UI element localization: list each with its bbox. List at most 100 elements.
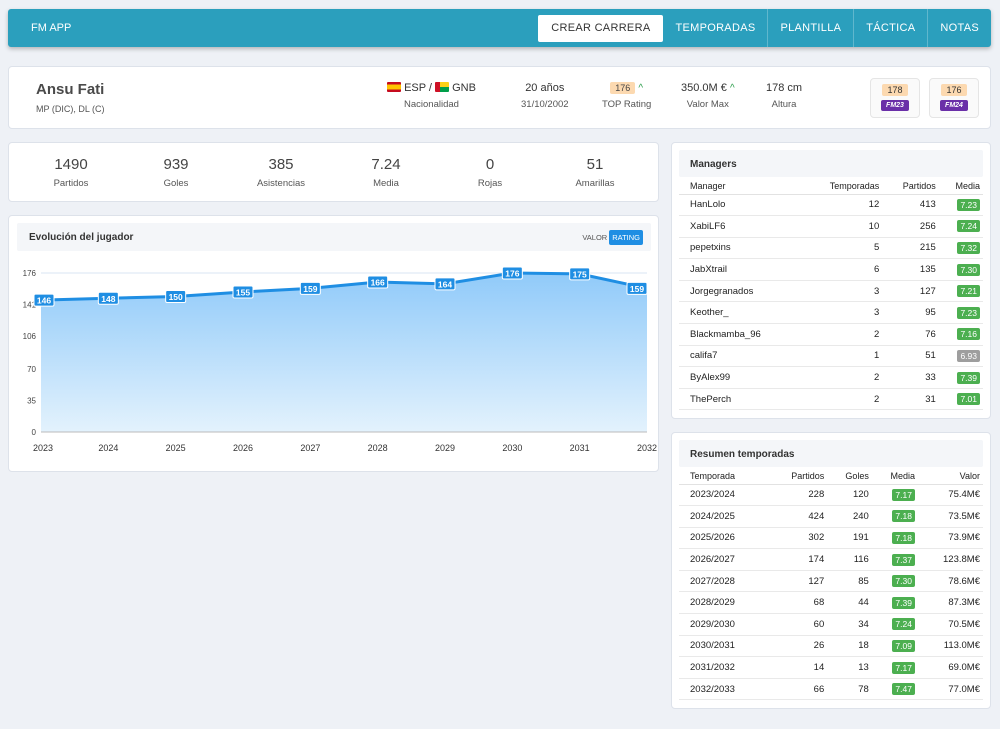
table-row[interactable]: 2029/2030 60 34 7.24 70.5M€ <box>679 613 983 636</box>
stat-value: 939 <box>163 156 189 173</box>
table-row[interactable]: Blackmamba_96 2 76 7.16 <box>679 323 983 346</box>
table-row[interactable]: ThePerch 2 31 7.01 <box>679 388 983 411</box>
col-valor[interactable]: Valor <box>917 468 983 485</box>
table-row[interactable]: 2025/2026 302 191 7.18 73.9M€ <box>679 527 983 550</box>
manager-matches: 413 <box>882 194 939 217</box>
table-row[interactable]: 2023/2024 228 120 7.17 75.4M€ <box>679 484 983 507</box>
x-tick-label: 2032 <box>637 443 657 453</box>
data-label-bg <box>33 293 55 307</box>
col-media[interactable]: Media <box>938 178 983 195</box>
data-label: 166 <box>371 278 385 288</box>
manager-name: Jorgegranados <box>679 280 802 303</box>
stat-label: Asistencias <box>256 178 306 189</box>
avg-badge: 7.32 <box>957 241 980 254</box>
player-name: Ansu Fati <box>36 81 105 98</box>
stat-amarillas: 51 Amarillas <box>545 156 645 189</box>
manager-avg-cell: 7.23 <box>938 194 983 217</box>
table-row[interactable]: 2030/2031 26 18 7.09 113.0M€ <box>679 635 983 658</box>
data-label-bg <box>434 277 456 291</box>
y-tick-label: 35 <box>27 396 36 405</box>
y-tick-label: 176 <box>23 269 37 278</box>
table-row[interactable]: pepetxins 5 215 7.32 <box>679 237 983 260</box>
toggle-rating[interactable]: RATING <box>609 230 643 245</box>
manager-matches: 215 <box>882 237 939 260</box>
manager-name: pepetxins <box>679 237 802 260</box>
manager-matches: 135 <box>882 258 939 281</box>
stat-value: 7.24 <box>371 156 401 173</box>
data-label: 164 <box>438 279 452 289</box>
season-matches: 174 <box>768 548 828 571</box>
nationality-label: Nacionalidad <box>404 99 459 110</box>
table-row[interactable]: Jorgegranados 3 127 7.21 <box>679 280 983 303</box>
avg-badge: 7.17 <box>892 661 915 674</box>
table-row[interactable]: 2032/2033 66 78 7.47 77.0M€ <box>679 678 983 701</box>
season-matches: 424 <box>768 505 828 528</box>
table-row[interactable]: califa7 1 51 6.93 <box>679 345 983 368</box>
x-tick-label: 2025 <box>166 443 186 453</box>
manager-name: Blackmamba_96 <box>679 323 802 346</box>
table-row[interactable]: 2028/2029 68 44 7.39 87.3M€ <box>679 591 983 615</box>
season-name: 2024/2025 <box>679 505 769 528</box>
nav-crear-carrera[interactable]: CREAR CARRERA <box>538 14 664 42</box>
manager-seasons: 3 <box>801 301 883 325</box>
season-avg-cell: 7.47 <box>871 678 918 701</box>
data-label-bg <box>569 267 591 281</box>
avg-badge: 7.17 <box>892 488 915 501</box>
table-row[interactable]: XabiLF6 10 256 7.24 <box>679 215 983 238</box>
col-media[interactable]: Media <box>871 468 918 485</box>
manager-avg-cell: 7.24 <box>938 215 983 238</box>
app-title[interactable]: FM APP <box>31 22 72 34</box>
chart-header: Evolución del jugador VALOR RATING <box>17 223 651 251</box>
manager-avg-cell: 7.30 <box>938 258 983 281</box>
managers-card: Managers Manager Temporadas Partidos Med… <box>671 142 991 419</box>
seasons-summary-card: Resumen temporadas Temporada Partidos Go… <box>671 432 991 709</box>
season-value: 123.8M€ <box>917 548 983 571</box>
table-row[interactable]: ByAlex99 2 33 7.39 <box>679 366 983 389</box>
data-label: 155 <box>236 287 250 297</box>
arrow-up-icon: ^ <box>638 83 644 94</box>
stat-label: Goles <box>163 178 189 189</box>
chart-axes: 0 35 70 106 141 176 2023 2024 2025 2026 2027 2028 20… <box>23 269 657 453</box>
table-row[interactable]: Keother_ 3 95 7.23 <box>679 301 983 325</box>
avg-badge: 7.39 <box>892 596 915 609</box>
avg-badge: 6.93 <box>957 349 980 362</box>
table-row[interactable]: 2027/2028 127 85 7.30 78.6M€ <box>679 570 983 593</box>
col-partidos[interactable]: Partidos <box>882 178 939 195</box>
season-value: 73.9M€ <box>917 527 983 550</box>
col-temporadas[interactable]: Temporadas <box>801 178 883 195</box>
table-row[interactable]: 2031/2032 14 13 7.17 69.0M€ <box>679 656 983 679</box>
table-row[interactable]: HanLolo 12 413 7.23 <box>679 194 983 217</box>
nav-plantilla[interactable]: PLANTILLA <box>767 9 853 47</box>
col-goles[interactable]: Goles <box>827 468 872 485</box>
x-tick-label: 2031 <box>570 443 590 453</box>
manager-avg-cell: 7.32 <box>938 237 983 260</box>
toggle-valor[interactable]: VALOR <box>582 233 608 242</box>
seasons-table: Temporada Partidos Goles Media Valor 202… <box>679 468 983 701</box>
season-name: 2026/2027 <box>679 548 769 571</box>
season-name: 2029/2030 <box>679 613 769 636</box>
nav-temporadas[interactable]: TEMPORADAS <box>675 22 756 34</box>
table-row[interactable]: 2024/2025 424 240 7.18 73.5M€ <box>679 505 983 528</box>
manager-matches: 95 <box>882 301 939 325</box>
season-avg-cell: 7.18 <box>871 505 918 528</box>
avg-badge: 7.01 <box>957 393 980 406</box>
table-row[interactable]: JabXtrail 6 135 7.30 <box>679 258 983 281</box>
season-goals: 85 <box>827 570 872 593</box>
manager-avg-cell: 6.93 <box>938 345 983 368</box>
manager-name: ThePerch <box>679 388 802 411</box>
data-label: 146 <box>37 296 51 306</box>
season-matches: 26 <box>768 635 828 658</box>
col-manager[interactable]: Manager <box>679 178 802 195</box>
x-tick-label: 2030 <box>502 443 522 453</box>
avg-badge: 7.23 <box>957 198 980 211</box>
nationality-separator: / <box>425 82 436 94</box>
stat-value: 0 <box>485 156 495 173</box>
nav-tactica[interactable]: TÁCTICA <box>853 9 927 47</box>
nav-notas[interactable]: NOTAS <box>927 9 991 47</box>
season-name: 2030/2031 <box>679 635 769 658</box>
col-partidos[interactable]: Partidos <box>768 468 828 485</box>
stat-media: 7.24 Media <box>336 156 436 189</box>
manager-seasons: 2 <box>801 323 883 346</box>
col-temporada[interactable]: Temporada <box>679 468 769 485</box>
table-row[interactable]: 2026/2027 174 116 7.37 123.8M€ <box>679 548 983 571</box>
